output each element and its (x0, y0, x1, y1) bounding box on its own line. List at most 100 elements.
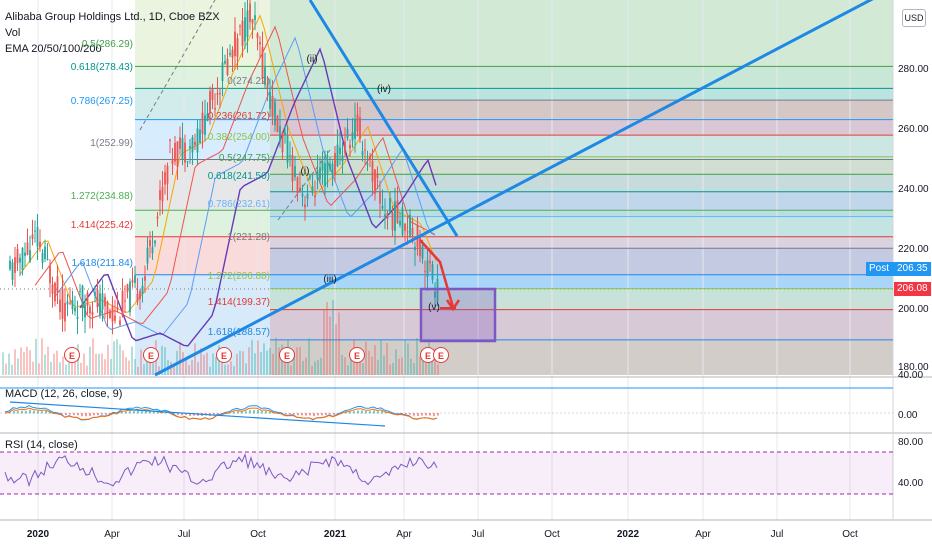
macd-hist-bar (353, 411, 355, 414)
candle-body (44, 246, 46, 260)
candle-body (384, 214, 386, 217)
macd-hist-bar (89, 413, 91, 417)
time-axis-label: Jul (177, 529, 191, 540)
grid-lines (0, 0, 932, 521)
macd-hist-bar (317, 413, 319, 416)
macd-hist-bar (289, 413, 291, 415)
candle-body (419, 235, 421, 257)
macd-hist-bar (185, 413, 187, 415)
candle-body (266, 84, 269, 90)
indicator-panels (0, 387, 893, 495)
candle-body (306, 194, 309, 199)
macd-hist-bar (153, 411, 155, 414)
earnings-marker[interactable]: E (349, 347, 365, 363)
earnings-marker[interactable]: E (279, 347, 295, 363)
macd-axis-top: 40.00 (898, 370, 924, 381)
volume-bar (29, 350, 31, 375)
volume-bar (323, 309, 325, 375)
volume-bar (182, 352, 184, 375)
macd-hist-bar (213, 413, 215, 416)
candle-body (421, 245, 424, 259)
ema-lines (19, 14, 437, 347)
candle-body (301, 193, 304, 197)
fib-upper-label: 1.272(234.88) (70, 191, 133, 202)
candle-body (79, 291, 81, 293)
fib-lower-band (270, 191, 893, 217)
rsi-axis-80: 80.00 (898, 437, 924, 448)
volume-bar (134, 358, 136, 375)
vol-indicator-label[interactable]: Vol (5, 27, 21, 39)
volume-bar (62, 356, 64, 375)
macd-hist-bar (161, 412, 163, 414)
candle-body (49, 265, 51, 284)
earnings-marker[interactable]: E (64, 347, 80, 363)
volume-bar (413, 363, 415, 375)
candle-body (121, 290, 124, 316)
candle-body (124, 300, 126, 302)
volume-bar (227, 364, 229, 375)
volume-bar (305, 357, 307, 375)
candle-body (91, 311, 94, 315)
volume-bar (158, 366, 160, 375)
volume-bar (86, 365, 88, 375)
time-axis-label: Apr (695, 529, 711, 540)
earnings-marker[interactable]: E (143, 347, 159, 363)
volume-bar (404, 339, 406, 375)
chart-title: Alibaba Group Holdings Ltd., 1D, Cboe BZ… (5, 11, 220, 23)
macd-hist-bar (285, 413, 287, 415)
macd-hist-bar (73, 413, 75, 416)
candle-body (274, 101, 276, 126)
volume-bar (260, 352, 262, 375)
earnings-marker[interactable]: E (433, 347, 449, 363)
volume-bar (83, 353, 85, 375)
price-axis-label: 260.00 (898, 124, 929, 135)
rsi-label[interactable]: RSI (14, close) (5, 439, 78, 451)
candle-body (149, 240, 151, 247)
candle-body (216, 93, 219, 95)
candle-body (354, 118, 356, 139)
candle-body (59, 299, 61, 313)
currency-button[interactable]: USD (902, 9, 926, 27)
candle-body (114, 315, 116, 321)
macd-hist-bar (133, 411, 135, 414)
candle-body (76, 316, 79, 319)
macd-hist-bar (37, 411, 39, 414)
candle-body (46, 258, 49, 260)
rsi-line (4, 452, 438, 488)
earnings-marker[interactable]: E (216, 347, 232, 363)
candle-body (319, 167, 321, 180)
fib-lower-band (270, 100, 893, 136)
fib-upper-label: 0.618(278.43) (70, 62, 133, 73)
candle-body (201, 112, 204, 134)
price-axis-label: 220.00 (898, 244, 929, 255)
time-axis-label: Oct (250, 529, 266, 540)
macd-signal-line (4, 407, 438, 421)
candle-body (11, 262, 14, 280)
candle-body (141, 285, 144, 295)
volume-bar (386, 342, 388, 375)
fib-upper-band (135, 274, 893, 375)
candle-body (434, 291, 436, 298)
candle-body (184, 142, 186, 163)
candle-body (296, 177, 299, 194)
macd-label[interactable]: MACD (12, 26, close, 9) (5, 388, 123, 400)
time-axis-label: Jul (471, 529, 485, 540)
candle-body (54, 282, 56, 302)
candle-body (69, 302, 71, 304)
volume-bar (359, 355, 361, 375)
volume-bar (44, 354, 46, 375)
candle-body (284, 131, 286, 135)
rsi-band (0, 452, 893, 494)
candle-body (176, 141, 179, 167)
candle-body (106, 301, 109, 314)
fib-upper-label: 1(252.99) (90, 138, 133, 149)
ema-indicator-label[interactable]: EMA 20/50/100/200 (5, 43, 102, 55)
candle-body (116, 307, 119, 310)
candle-body (334, 153, 336, 176)
macd-hist-bar (97, 413, 99, 416)
macd-hist-bar (397, 413, 399, 414)
candle-body (139, 290, 141, 299)
candle-body (234, 31, 236, 57)
candle-body (9, 260, 11, 270)
